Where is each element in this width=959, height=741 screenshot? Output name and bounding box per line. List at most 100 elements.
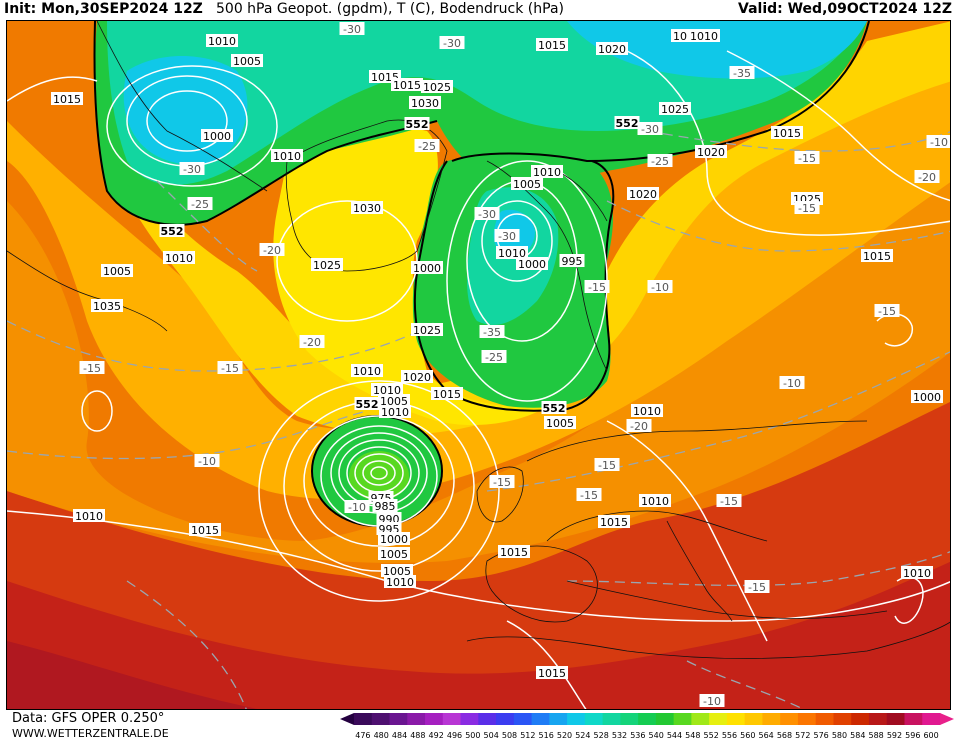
pressure-label-text: 995	[562, 255, 583, 268]
footer-bar: Data: GFS OPER 0.250° WWW.WETTERZENTRALE…	[0, 710, 959, 741]
pressure-label-text: 1005	[233, 55, 261, 68]
field-south-darkred	[7, 561, 950, 709]
pressure-label-bg	[498, 545, 530, 558]
temperature-label-text: -15	[720, 495, 738, 508]
temperature-label-bg	[479, 325, 505, 338]
pressure-label-bg	[598, 515, 630, 528]
pressure-label-bg	[627, 187, 659, 200]
colorbar-tick-label: 476	[355, 731, 370, 740]
greenland-coast	[285, 119, 448, 272]
pressure-label: 1000	[378, 532, 410, 546]
temperature-label-text: -15	[493, 476, 511, 489]
temperature-label-text: -35	[483, 326, 501, 339]
temperature-label-text: -15	[598, 459, 616, 472]
colorbar-tick-label: 492	[429, 731, 444, 740]
map-title: 500 hPa Geopot. (gpdm), T (C), Bodendruc…	[216, 1, 564, 17]
pressure-label-text: 1010	[381, 406, 409, 419]
temperature-label: -15	[874, 304, 900, 318]
colorbar-tick-label: 592	[887, 731, 902, 740]
isobar-line	[726, 50, 950, 202]
pressure-label-bg	[861, 249, 893, 262]
geopotential-label-text: 552	[406, 118, 429, 131]
colorbar-swatch	[638, 713, 657, 725]
pressure-label-text: 1015	[773, 127, 801, 140]
pressure-label-text: 1010	[633, 405, 661, 418]
temperature-label-text: -20	[263, 244, 281, 257]
temperature-label-bg	[874, 304, 900, 317]
temperature-label-text: -15	[221, 362, 239, 375]
pressure-label-bg	[378, 394, 410, 407]
temperature-label-text: -30	[443, 37, 461, 50]
pressure-label-bg	[271, 149, 303, 162]
pressure-label-bg	[409, 96, 441, 109]
pressure-label: 1005	[544, 416, 576, 430]
temperature-label-bg	[794, 201, 820, 214]
pressure-label-text: 1010	[533, 166, 561, 179]
pressure-label-text: 1010	[498, 247, 526, 260]
isotherm-line	[486, 351, 950, 492]
temperature-label: -15	[794, 201, 820, 215]
temperature-label: -10	[779, 376, 805, 390]
pressure-label: 1025	[659, 102, 691, 116]
temperature-label: -25	[187, 197, 213, 211]
pressure-label-bg	[351, 201, 383, 214]
temperature-label-text: -10	[703, 695, 721, 708]
colorbar-tick-label: 500	[465, 731, 480, 740]
colorbar-arrow-left	[340, 713, 354, 725]
temperature-label-bg	[299, 335, 325, 348]
pressure-label: 1015	[536, 38, 568, 52]
pressure-label: 1015	[598, 515, 630, 529]
geopotential-label-text: 552	[543, 402, 566, 415]
temperature-label-text: -10	[198, 455, 216, 468]
isotherm-line	[566, 551, 950, 587]
pressure-label: 1010	[901, 566, 933, 580]
pressure-label: 1010	[688, 29, 720, 43]
pressure-label: 995	[559, 254, 585, 268]
pressure-label-bg	[771, 126, 803, 139]
website-link[interactable]: WWW.WETTERZENTRALE.DE	[12, 727, 169, 740]
weather-map: 552 552 552 552 552 1010 1005 1000 1010 1015 1015 1…	[6, 20, 951, 710]
colorbar-swatch	[726, 713, 746, 725]
colorbar-swatch	[602, 713, 621, 725]
geopotential-label-text: 552	[356, 398, 379, 411]
temperature-label-bg	[474, 207, 500, 220]
temperature-label-text: -10	[930, 136, 948, 149]
pressure-label-text: 1010	[373, 384, 401, 397]
pressure-label-bg	[411, 323, 443, 336]
isotherms	[7, 130, 950, 709]
temperature-label: -20	[259, 243, 285, 257]
pressure-label: 1025	[411, 323, 443, 337]
colorbar-swatch	[549, 713, 568, 725]
pressure-label-text: 1000	[413, 262, 441, 275]
isotherm-line	[126, 580, 247, 709]
pressure-label-bg	[536, 38, 568, 51]
pressure-label-bg	[401, 370, 433, 383]
pressure-label-text: 1005	[513, 178, 541, 191]
pressure-label: 1020	[596, 42, 628, 56]
pressure-label: 1020	[627, 187, 659, 201]
uk-coast	[476, 466, 524, 523]
colorbar-arrow-right	[940, 713, 954, 725]
pressure-label-text: 1025	[413, 324, 441, 337]
temperature-label: -20	[299, 335, 325, 349]
pressure-label-text: 1010	[353, 365, 381, 378]
pressure-label: 1000	[516, 257, 548, 271]
pressure-label-text: 1015	[538, 39, 566, 52]
pressure-label-bg	[536, 666, 568, 679]
temperature-label: -15	[594, 458, 620, 472]
colorbar-tick-label: 600	[923, 731, 938, 740]
pressure-label: 1010	[631, 404, 663, 418]
pressure-label-bg	[431, 387, 463, 400]
colorbar-swatch	[496, 713, 515, 725]
geopotential-label-text: 552	[161, 225, 184, 238]
pressure-label-text: 1000	[203, 130, 231, 143]
colorbar-swatch	[851, 713, 870, 725]
temperature-label-text: -15	[748, 581, 766, 594]
colorbar-swatch	[780, 713, 799, 725]
pressure-label: 1015	[431, 387, 463, 401]
colorbar-tick-label: 552	[704, 731, 719, 740]
pressure-label-text: 1000	[380, 533, 408, 546]
temperature-label-bg	[926, 135, 950, 148]
pressure-label-bg	[544, 416, 576, 429]
